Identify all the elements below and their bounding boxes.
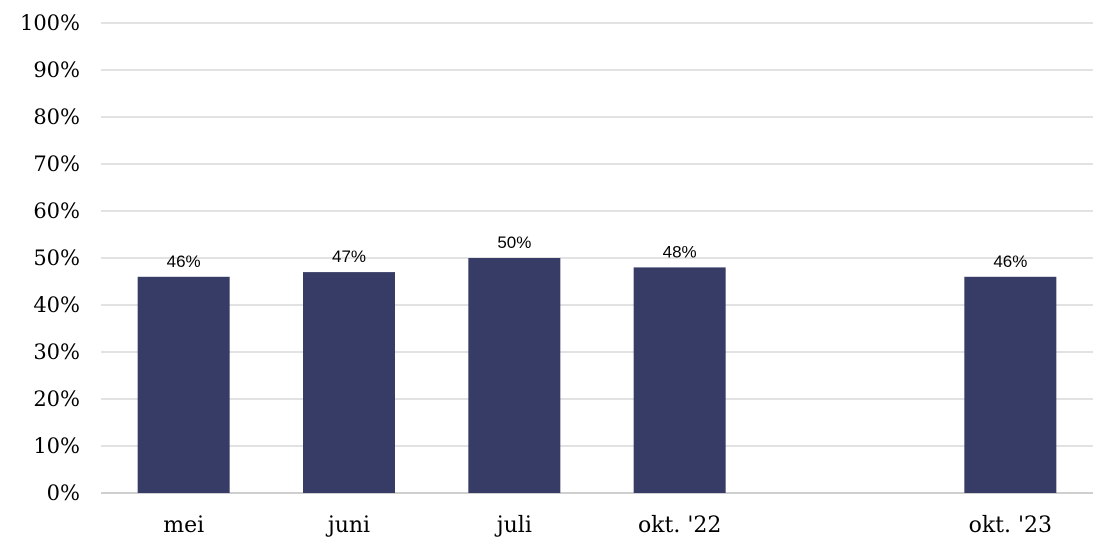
y-tick-label: 10% — [33, 434, 80, 458]
gridlines — [101, 22, 1093, 494]
data-label: 48% — [663, 242, 697, 261]
y-tick-label: 90% — [33, 58, 80, 82]
y-tick-label: 30% — [33, 340, 80, 364]
y-tick-label: 70% — [33, 152, 80, 176]
bars — [137, 258, 1057, 493]
data-label: 50% — [497, 233, 531, 252]
data-label: 47% — [332, 247, 366, 266]
bar — [137, 276, 230, 493]
y-axis-ticks: 0% 10% 20% 30% 40% 50% 60% 70% 80% 90% 100% — [20, 11, 80, 505]
x-tick-label: juni — [325, 513, 370, 538]
bar — [633, 267, 726, 493]
data-labels: 46% 47% 50% 48% 46% — [167, 233, 1028, 271]
data-label: 46% — [167, 252, 201, 271]
y-tick-label: 80% — [33, 105, 80, 129]
x-tick-label: okt. '22 — [638, 513, 721, 538]
y-tick-label: 0% — [47, 481, 80, 505]
x-axis-ticks: mei juni juli okt. '22 okt. '23 — [163, 513, 1052, 538]
y-tick-label: 60% — [33, 199, 80, 223]
y-tick-label: 20% — [33, 387, 80, 411]
y-tick-label: 50% — [33, 246, 80, 270]
bar — [303, 272, 395, 493]
bar — [468, 258, 561, 493]
x-tick-label: okt. '23 — [969, 513, 1052, 538]
bar — [964, 276, 1057, 493]
x-tick-label: mei — [163, 513, 204, 538]
y-tick-label: 100% — [20, 11, 80, 35]
y-tick-label: 40% — [33, 293, 80, 317]
data-label: 46% — [993, 252, 1027, 271]
x-tick-label: juli — [494, 513, 532, 538]
